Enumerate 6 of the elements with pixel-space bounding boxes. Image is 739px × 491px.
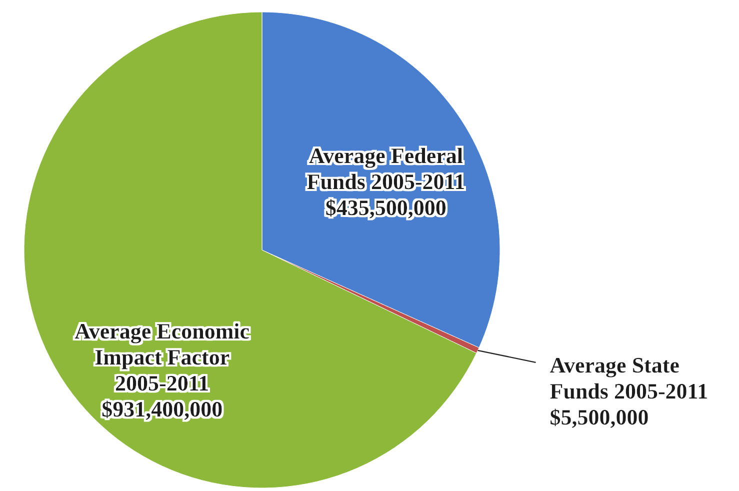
- slice-label: Average Federal Funds 2005-2011: [306, 142, 466, 194]
- slice-label: Average State Funds 2005-2011: [550, 352, 708, 404]
- data-label: $5,500,000: [550, 404, 649, 430]
- data-label: $435,500,000: [325, 194, 446, 220]
- data-label: $931,400,000: [102, 396, 223, 422]
- slice-label: Average Economic Impact Factor 2005-2011: [74, 318, 250, 396]
